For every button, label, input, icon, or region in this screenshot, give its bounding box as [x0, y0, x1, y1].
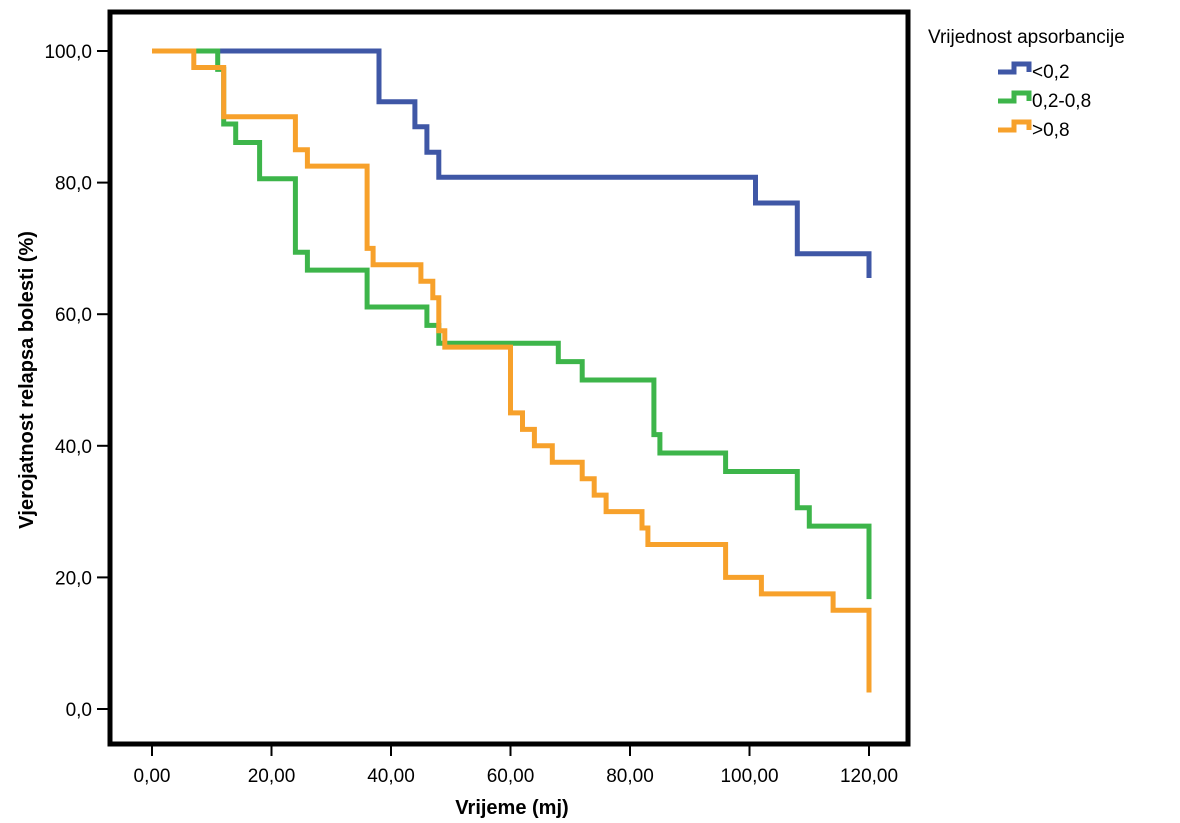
y-tick-label: 60,0 [55, 305, 92, 326]
legend-swatch [998, 90, 1032, 104]
x-tick-label: 20,00 [248, 766, 296, 787]
series-line-0 [152, 48, 872, 278]
y-tick-label: 0,0 [66, 700, 92, 721]
legend-label: 0,2-0,8 [1032, 91, 1091, 112]
x-tick-label: 0,00 [134, 766, 171, 787]
x-tick-label: 40,00 [367, 766, 415, 787]
legend-swatch [998, 119, 1032, 133]
y-tick-label: 40,0 [55, 437, 92, 458]
y-tick-label: 100,0 [44, 42, 92, 63]
legend: Vrijednost apsorbancije <0,2 0,2-0,8 >0,8 [928, 27, 1125, 141]
legend-title: Vrijednost apsorbancije [928, 27, 1125, 48]
legend-label: <0,2 [1032, 62, 1070, 83]
legend-label: >0,8 [1032, 120, 1070, 141]
y-tick-label: 20,0 [55, 568, 92, 589]
plot-frame [107, 9, 911, 747]
x-tick-label: 120,00 [840, 766, 898, 787]
x-axis-title: Vrijeme (mj) [455, 797, 568, 819]
legend-swatch [998, 61, 1032, 75]
y-axis: 0,0 20,0 40,0 60,0 80,0 100,0 [44, 42, 110, 721]
series-line-1 [152, 48, 872, 600]
y-tick-label: 80,0 [55, 174, 92, 195]
x-tick-label: 100,00 [720, 766, 778, 787]
x-tick-label: 80,00 [606, 766, 654, 787]
legend-items: <0,2 0,2-0,8 >0,8 [998, 61, 1091, 141]
x-axis: 0,00 20,00 40,00 60,00 80,00 100,00 120,00 [134, 744, 898, 787]
y-axis-title: Vjerojatnost relapsa bolesti (%) [16, 231, 38, 529]
series-line-2 [152, 48, 872, 693]
x-tick-label: 60,00 [487, 766, 535, 787]
series-lines [152, 48, 872, 693]
